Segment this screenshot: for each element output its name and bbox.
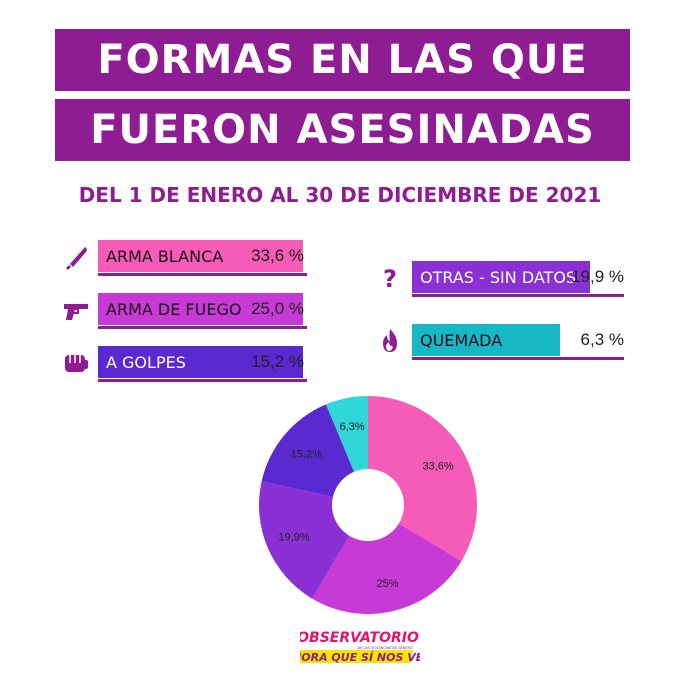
- legend-item-quemada: QUEMADA 6,3 %: [376, 324, 624, 360]
- fire-icon: [383, 329, 397, 352]
- donut-data-label: 33,6%: [422, 460, 453, 472]
- legend-value: 25,0 %: [251, 299, 304, 318]
- gun-icon: [64, 304, 88, 320]
- svg-text:?: ?: [383, 265, 397, 292]
- question-mark-icon: ?: [383, 265, 397, 292]
- title-line-1: FORMAS EN LAS QUE: [55, 29, 630, 91]
- legend-underline: [412, 294, 624, 297]
- donut-slice: [368, 396, 477, 562]
- knife-icon: [66, 247, 87, 270]
- legend-label: A GOLPES: [98, 346, 303, 378]
- observatorio-logo: OBSERVATORIO DE LAS VIOLENCIAS DE GÉNERO…: [300, 630, 420, 664]
- legend-item-a-golpes: A GOLPES 15,2 %: [62, 346, 307, 382]
- legend-value: 15,2 %: [251, 352, 304, 371]
- subtitle: DEL 1 DE ENERO AL 30 DE DICIEMBRE DE 202…: [78, 183, 602, 207]
- legend-underline: [98, 379, 307, 382]
- legend-underline: [412, 357, 624, 360]
- logo-line-3: AHORA QUE SÍ NOS VEN: [300, 651, 420, 664]
- legend-label: ARMA BLANCA: [98, 240, 303, 272]
- donut-data-label: 15,2%: [291, 448, 322, 460]
- donut-data-label: 6,3%: [340, 421, 365, 433]
- legend-item-otras-sin-datos: ? OTRAS - SIN DATOS 19,9 %: [376, 261, 624, 297]
- donut-slice: [261, 404, 355, 498]
- legend-item-arma-de-fuego: ARMA DE FUEGO 25,0 %: [62, 293, 307, 329]
- legend-label: QUEMADA: [412, 324, 560, 356]
- legend-value: 6,3 %: [580, 330, 624, 349]
- legend-value: 19,9 %: [571, 267, 624, 286]
- fist-icon: [65, 355, 88, 372]
- logo-line-2: DE LAS VIOLENCIAS DE GÉNERO: [357, 645, 412, 650]
- legend-underline: [98, 326, 307, 329]
- legend-label: ARMA DE FUEGO: [98, 293, 303, 325]
- donut-slice: [311, 523, 462, 614]
- donut-data-label: 25%: [377, 578, 399, 590]
- legend-underline: [98, 273, 307, 276]
- logo-line-1: OBSERVATORIO: [300, 630, 419, 646]
- legend-label: OTRAS - SIN DATOS: [412, 261, 590, 293]
- legend-value: 33,6 %: [251, 246, 304, 265]
- donut-data-label: 19,9%: [278, 532, 309, 544]
- donut-slice: [259, 481, 350, 599]
- donut-slice: [325, 396, 368, 472]
- title-line-2: FUERON ASESINADAS: [55, 99, 630, 161]
- legend-item-arma-blanca: ARMA BLANCA 33,6 %: [62, 240, 307, 276]
